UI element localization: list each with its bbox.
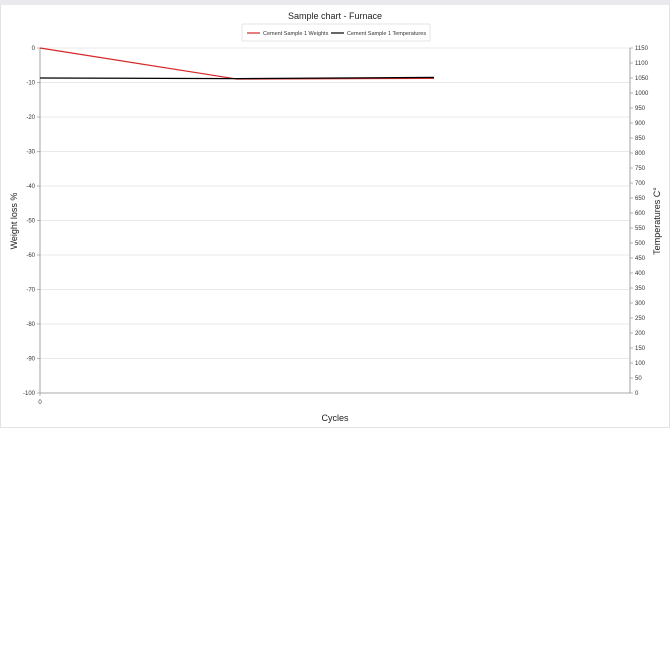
right-tick-label: 1100 bbox=[635, 61, 649, 67]
right-tick-label: 150 bbox=[635, 346, 646, 352]
furnace-chart: Sample chart - Furnace Cement Sample 1 W… bbox=[9, 11, 662, 423]
left-tick-label: 0 bbox=[32, 46, 36, 52]
y-axis-title-left: Weight loss % bbox=[9, 193, 19, 250]
right-tick-label: 300 bbox=[635, 301, 646, 307]
left-tick-label: -30 bbox=[26, 150, 35, 156]
x-axis-title: Cycles bbox=[321, 413, 349, 423]
right-tick-label: 450 bbox=[635, 256, 646, 262]
chart-title: Sample chart - Furnace bbox=[288, 11, 382, 21]
right-tick-label: 900 bbox=[635, 121, 646, 127]
left-axis-ticks: 0 -10 -20 -30 -40 -50 -60 -70 -80 -90 -100 bbox=[23, 46, 40, 397]
right-tick-label: 700 bbox=[635, 181, 646, 187]
legend: Cement Sample 1 Weights Cement Sample 1 … bbox=[241, 23, 431, 42]
left-tick-label: -50 bbox=[26, 219, 35, 225]
right-tick-label: 1000 bbox=[635, 91, 649, 97]
axes bbox=[39, 48, 631, 394]
left-tick-label: -10 bbox=[26, 81, 35, 87]
right-tick-label: 800 bbox=[635, 151, 646, 157]
right-tick-label: 650 bbox=[635, 196, 646, 202]
right-tick-label: 1150 bbox=[635, 46, 649, 52]
left-tick-label: -60 bbox=[26, 253, 35, 259]
x-axis-ticks: 0 bbox=[38, 393, 42, 406]
right-tick-label: 350 bbox=[635, 286, 646, 292]
legend-label-weights: Cement Sample 1 Weights bbox=[263, 31, 329, 37]
right-axis-ticks: 1150110010501000950900850800750700650600… bbox=[630, 46, 649, 397]
y-axis-title-right: Temperatures C° bbox=[652, 187, 662, 255]
right-tick-label: 250 bbox=[635, 316, 646, 322]
series-line-weights bbox=[39, 47, 435, 80]
left-tick-label: -20 bbox=[26, 115, 35, 121]
right-tick-label: 1050 bbox=[635, 76, 649, 82]
gridlines bbox=[40, 47, 630, 359]
series-line-temperatures bbox=[39, 76, 435, 80]
left-tick-label: -40 bbox=[26, 184, 35, 190]
x-tick-label: 0 bbox=[38, 400, 42, 406]
right-tick-label: 950 bbox=[635, 106, 646, 112]
right-tick-label: 850 bbox=[635, 136, 646, 142]
legend-label-temperatures: Cement Sample 1 Temperatures bbox=[347, 31, 426, 37]
window-top-bar bbox=[0, 0, 670, 5]
right-tick-label: 50 bbox=[635, 376, 642, 382]
left-tick-label: -90 bbox=[26, 357, 35, 363]
chart-frame bbox=[0, 5, 670, 428]
left-tick-label: -80 bbox=[26, 322, 35, 328]
right-tick-label: 600 bbox=[635, 211, 646, 217]
series-lines bbox=[39, 47, 435, 80]
right-tick-label: 500 bbox=[635, 241, 646, 247]
right-tick-label: 200 bbox=[635, 331, 646, 337]
right-tick-label: 100 bbox=[635, 361, 646, 367]
left-tick-label: -70 bbox=[26, 288, 35, 294]
left-tick-label: -100 bbox=[23, 391, 36, 397]
right-tick-label: 400 bbox=[635, 271, 646, 277]
right-tick-label: 750 bbox=[635, 166, 646, 172]
right-tick-label: 550 bbox=[635, 226, 646, 232]
right-tick-label: 0 bbox=[635, 391, 639, 397]
